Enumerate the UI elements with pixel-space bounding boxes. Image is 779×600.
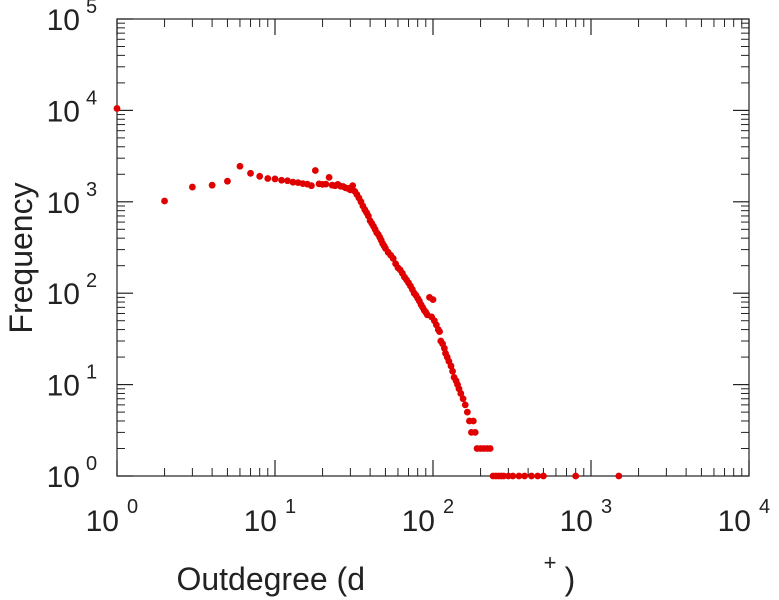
y-tick-label: 10 5	[47, 0, 98, 37]
x-axis-title-superscript: +	[544, 550, 557, 575]
data-point	[256, 172, 264, 180]
y-tick-label-exponent: 0	[86, 453, 97, 475]
data-point	[521, 472, 529, 480]
data-point	[264, 175, 272, 182]
data-point	[429, 296, 437, 304]
x-tick-label-exponent: 4	[759, 496, 770, 518]
data-point	[540, 472, 547, 480]
data-point	[208, 181, 216, 189]
y-tick-label: 10 0	[47, 453, 98, 494]
data-point	[289, 178, 297, 186]
data-point	[500, 472, 508, 480]
data-point	[247, 169, 254, 177]
data-point	[349, 182, 357, 190]
y-tick-label-base: 10	[47, 370, 80, 403]
x-tick-label: 10 4	[718, 496, 771, 538]
data-point	[440, 344, 448, 352]
y-tick-labels: 10 0 10 1 10 2 10 3 10 4 10 5	[47, 0, 98, 494]
plot-frame	[116, 18, 750, 477]
data-point	[615, 472, 623, 480]
data-point	[308, 182, 315, 190]
data-point	[463, 408, 471, 416]
x-tick-label-base: 10	[560, 505, 593, 538]
data-point	[515, 472, 523, 480]
y-tick-label-base: 10	[47, 4, 80, 37]
x-tick-label-base: 10	[402, 505, 435, 538]
data-point	[188, 183, 196, 191]
data-point	[271, 175, 279, 183]
data-point	[311, 167, 319, 174]
data-point	[486, 445, 494, 452]
x-tick-label: 10 2	[402, 496, 455, 538]
x-tick-label-exponent: 0	[127, 496, 138, 518]
y-tick-label-exponent: 1	[86, 362, 97, 384]
x-tick-label-base: 10	[244, 505, 277, 538]
y-tick-label-base: 10	[47, 461, 80, 494]
x-tick-label-base: 10	[86, 505, 119, 538]
x-tick-label: 10 3	[560, 496, 613, 538]
data-point	[459, 395, 467, 403]
data-point	[509, 472, 517, 480]
x-tick-label-base: 10	[718, 505, 751, 538]
data-point	[236, 162, 244, 170]
data-point	[224, 177, 231, 185]
y-tick-label-base: 10	[47, 278, 80, 311]
data-point	[325, 173, 333, 181]
y-tick-label: 10 4	[47, 87, 98, 128]
x-tick-label-exponent: 3	[601, 496, 612, 518]
data-point	[278, 176, 285, 184]
x-axis-title: Outdegree (d	[176, 561, 365, 597]
data-point	[471, 428, 479, 436]
y-tick-label-base: 10	[47, 187, 80, 220]
y-tick-label-base: 10	[47, 95, 80, 128]
y-tick-label-exponent: 2	[86, 270, 97, 292]
y-tick-label: 10 1	[47, 362, 98, 403]
data-point	[284, 177, 291, 185]
y-tick-label-exponent: 3	[86, 179, 97, 201]
y-tick-label-exponent: 5	[86, 0, 97, 18]
x-tick-label: 10 0	[86, 496, 139, 538]
y-tick-label-exponent: 4	[86, 87, 97, 109]
data-point	[461, 401, 469, 409]
major-ticks	[116, 18, 750, 477]
data-point	[113, 105, 121, 112]
data-point	[534, 472, 542, 480]
data-point	[161, 197, 168, 205]
data-points	[113, 105, 623, 480]
data-point	[457, 390, 465, 397]
data-point	[436, 328, 443, 336]
data-point	[469, 417, 477, 425]
x-tick-labels: 10 0 10 1 10 2 10 3 10 4	[86, 496, 771, 538]
minor-ticks	[117, 19, 749, 476]
data-point	[322, 180, 330, 188]
data-point	[528, 472, 535, 480]
data-point	[572, 472, 580, 480]
data-point	[447, 362, 455, 370]
data-point	[389, 255, 397, 262]
y-tick-label: 10 3	[47, 179, 98, 220]
y-axis-title: Frequency	[3, 182, 39, 333]
y-tick-label: 10 2	[47, 270, 98, 311]
x-axis-title-close: )	[565, 561, 576, 597]
x-tick-label-exponent: 1	[285, 496, 296, 518]
data-point	[449, 367, 456, 375]
x-tick-label-exponent: 2	[443, 496, 454, 518]
x-tick-label: 10 1	[244, 496, 297, 538]
